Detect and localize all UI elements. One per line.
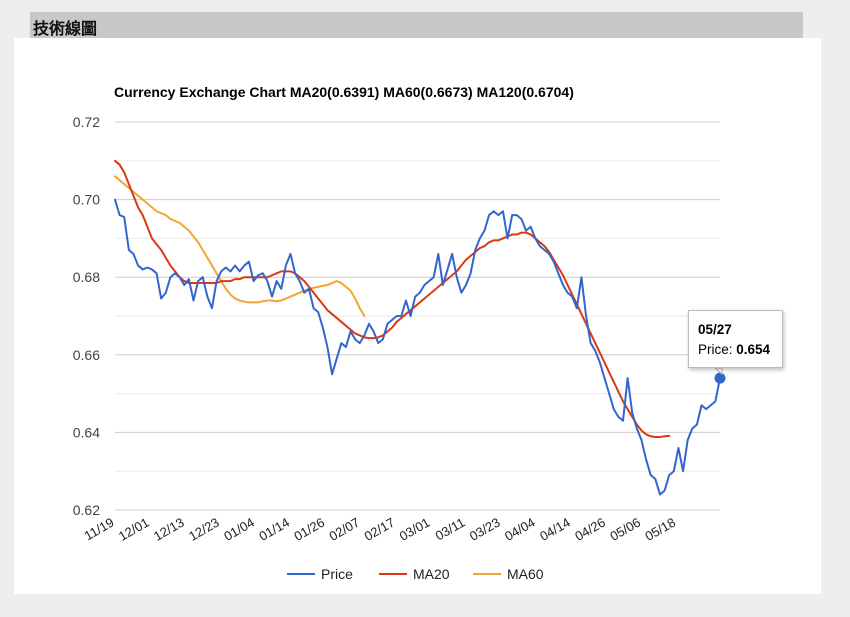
y-tick-label: 0.66: [73, 347, 100, 363]
y-tick-label: 0.70: [73, 192, 100, 208]
x-tick-label: 02/17: [362, 515, 398, 544]
y-tick-label: 0.72: [73, 114, 100, 130]
chart-title: Currency Exchange Chart MA20(0.6391) MA6…: [114, 84, 574, 100]
series-line-price: [114, 198, 721, 496]
x-tick-label: 01/26: [291, 515, 327, 544]
x-tick-label: 04/14: [537, 515, 573, 544]
x-tick-label: 03/01: [397, 515, 433, 544]
header-bar: 技術線圖: [30, 12, 803, 38]
y-tick-label: 0.62: [73, 502, 100, 518]
legend-label-ma60: MA60: [507, 566, 544, 582]
tooltip-price-value: 0.654: [736, 342, 771, 357]
legend-label-price: Price: [321, 566, 353, 582]
y-tick-label: 0.64: [73, 424, 100, 440]
header-title: 技術線圖: [33, 19, 98, 38]
x-tick-label: 05/06: [607, 515, 643, 544]
x-tick-label: 04/04: [502, 515, 538, 544]
tooltip-date: 05/27: [698, 322, 732, 337]
x-tick-label: 12/01: [116, 515, 152, 544]
x-tick-label: 05/18: [642, 515, 678, 544]
x-tick-label: 03/11: [433, 515, 468, 544]
y-tick-label: 0.68: [73, 269, 100, 285]
series-line-ma20: [114, 159, 671, 439]
x-tick-label: 12/23: [186, 515, 222, 544]
x-tick-label: 12/13: [151, 515, 187, 544]
x-tick-label: 03/23: [467, 515, 503, 544]
highlight-point: [714, 372, 726, 384]
tooltip-pointer: [713, 367, 723, 376]
x-tick-label: 01/14: [256, 515, 292, 544]
data-tooltip: 05/27 Price: 0.654: [688, 310, 783, 368]
x-tick-label: 11/19: [82, 515, 117, 544]
x-tick-label: 01/04: [221, 515, 257, 544]
x-tick-label: 04/26: [572, 515, 608, 544]
legend-label-ma20: MA20: [413, 566, 450, 582]
x-tick-label: 02/07: [327, 515, 363, 544]
series-line-ma60: [114, 175, 366, 317]
tooltip-price-label: Price:: [698, 342, 737, 357]
